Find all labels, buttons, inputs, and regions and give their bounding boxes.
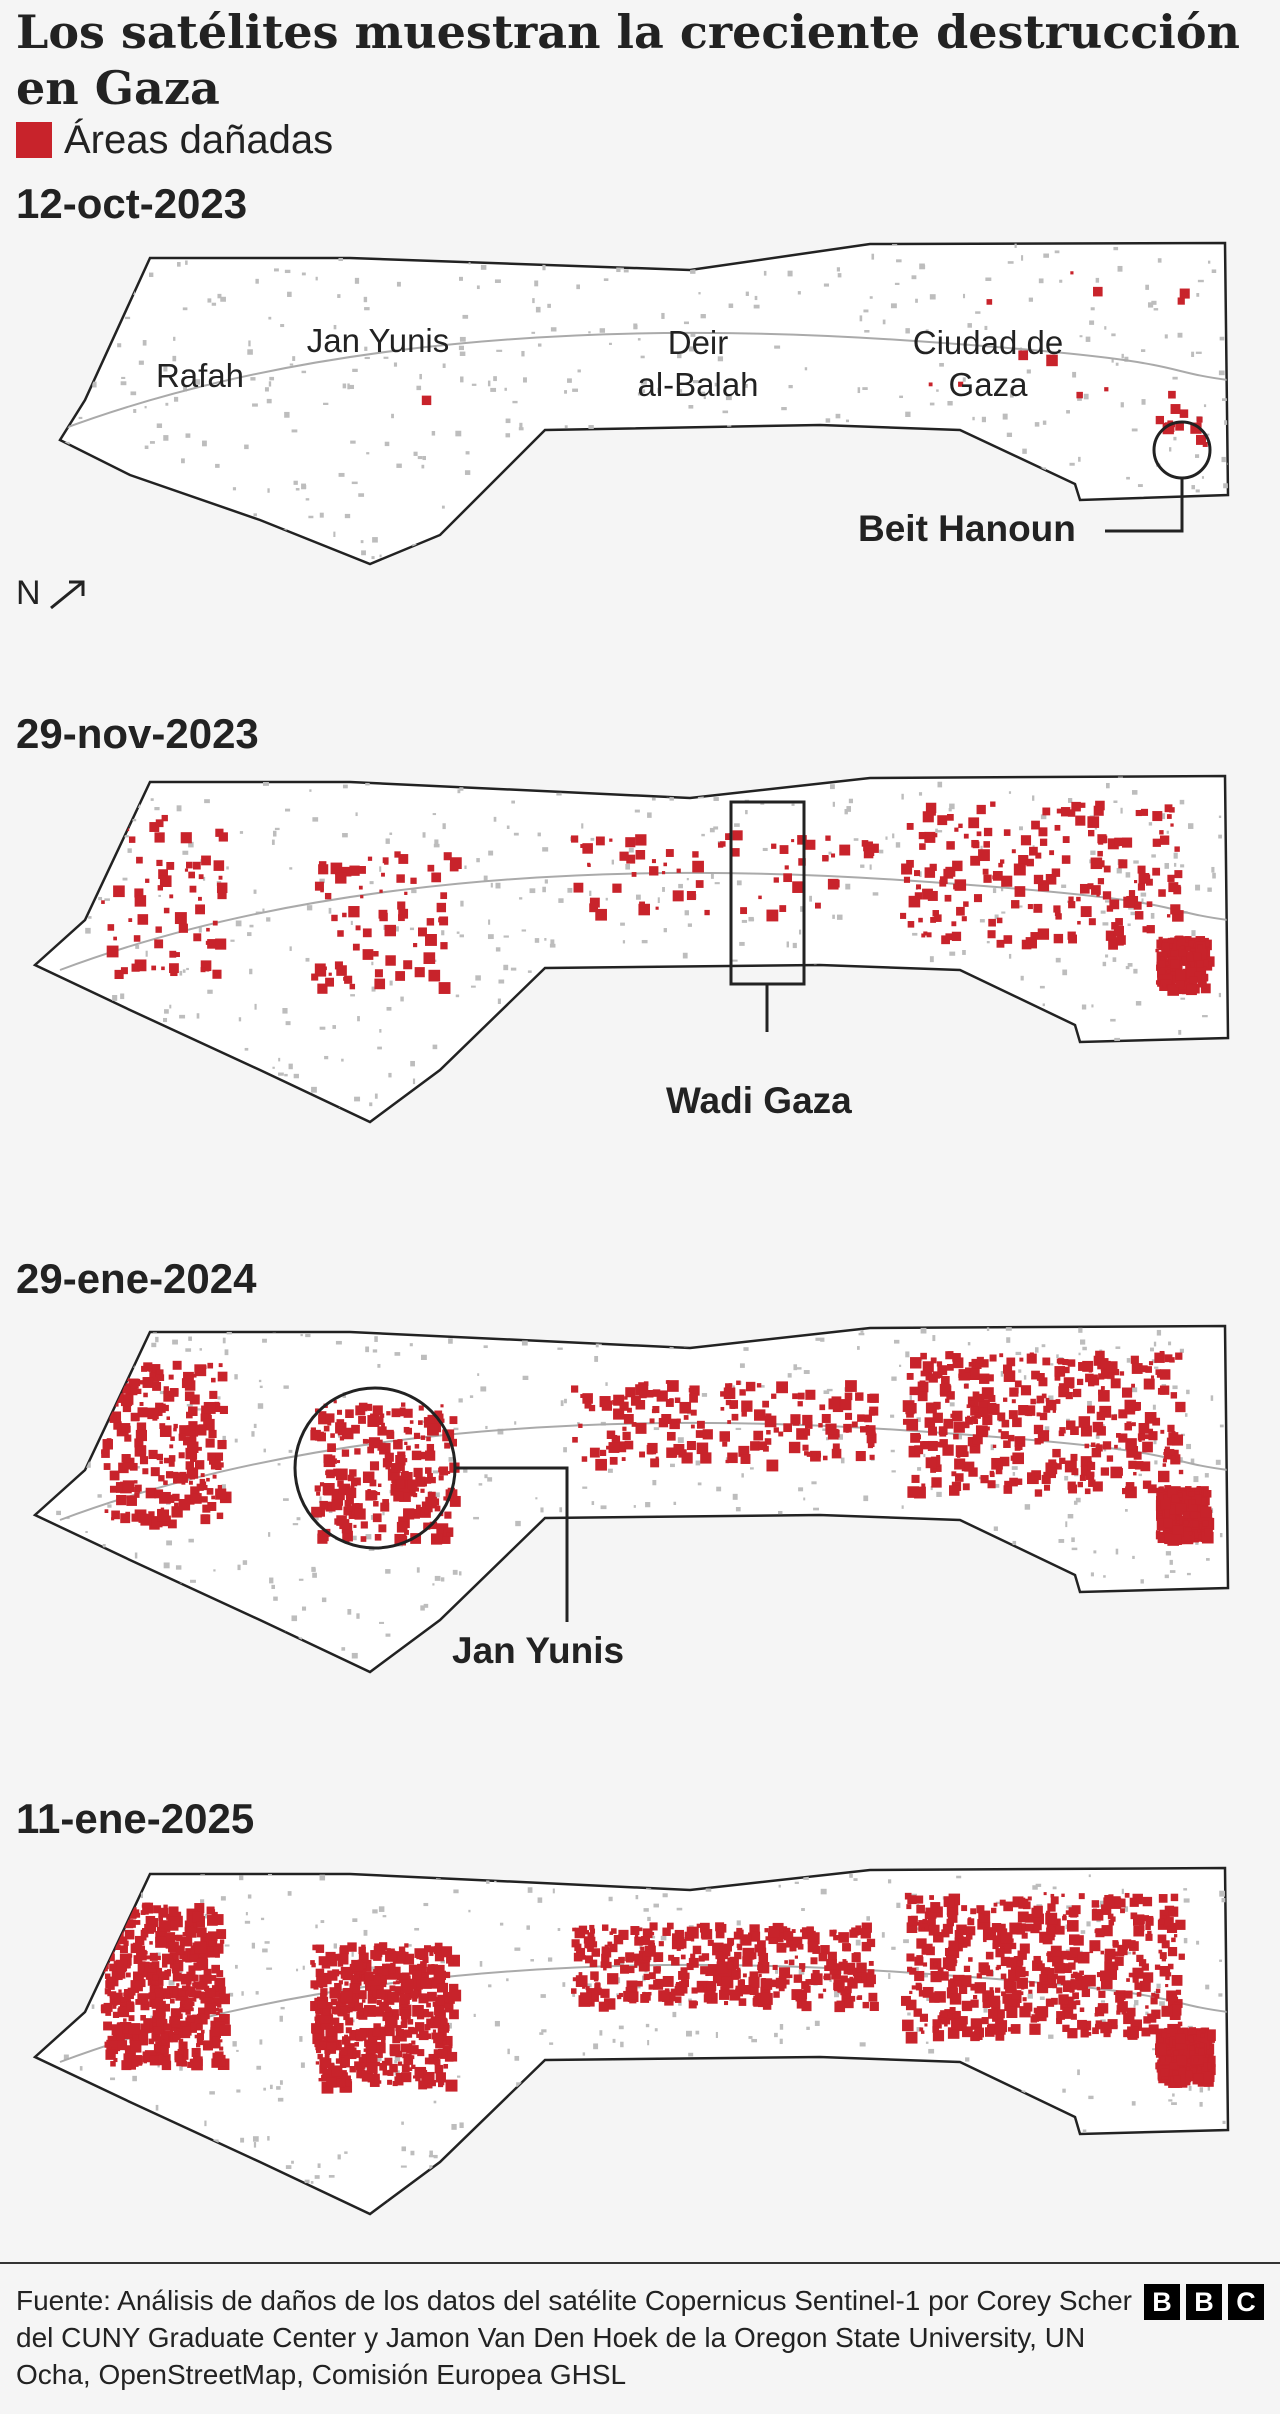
damage-swatch: [16, 122, 52, 158]
panel-4-date: 11-ene-2025: [16, 1795, 255, 1842]
callout-jan-yunis: Jan Yunis: [452, 1630, 625, 1671]
north-arrow: N: [16, 574, 89, 613]
gaza-map-2: [32, 774, 1230, 1124]
north-arrow-icon: [49, 580, 85, 609]
legend-label: Áreas dañadas: [64, 117, 334, 162]
source-note: Fuente: Análisis de daños de los datos d…: [16, 2285, 1132, 2390]
chart-title: Los satélites muestran la creciente dest…: [16, 5, 1240, 115]
map-panel-3: Jan Yunis: [0, 1320, 1280, 1680]
panel-1-date: 12-oct-2023: [16, 180, 248, 227]
footer-divider: [0, 2262, 1280, 2264]
panel-2-date: 29-nov-2023: [16, 710, 259, 757]
callout-wadi-gaza: Wadi Gaza: [666, 1080, 852, 1121]
bbc-logo: B B C: [1144, 2284, 1264, 2320]
north-label: N: [16, 574, 41, 612]
map-panel-4: [0, 1862, 1280, 2222]
bbc-logo-letter: B: [1186, 2284, 1222, 2320]
map-panel-1: Rafah Jan Yunis Deir al-Balah Ciudad de …: [0, 230, 1280, 570]
label-jan-yunis: Jan Yunis: [306, 322, 450, 359]
beit-hanoun-callout-line: [1105, 420, 1212, 533]
label-deir-al-balah: Deir al-Balah: [637, 324, 759, 403]
label-rafah: Rafah: [155, 357, 245, 394]
label-ciudad-de-gaza: Ciudad de Gaza: [912, 324, 1064, 403]
bbc-logo-letter: B: [1144, 2284, 1180, 2320]
callout-beit-hanoun: Beit Hanoun: [858, 508, 1076, 549]
gaza-map-1: [58, 241, 1230, 566]
gaza-map-3: [32, 1324, 1230, 1674]
bbc-logo-letter: C: [1228, 2284, 1264, 2320]
legend: Áreas dañadas: [16, 118, 333, 162]
map-panel-2: Wadi Gaza: [0, 770, 1280, 1130]
panel-3-date: 29-ene-2024: [16, 1255, 257, 1302]
gaza-map-4: [32, 1866, 1230, 2216]
